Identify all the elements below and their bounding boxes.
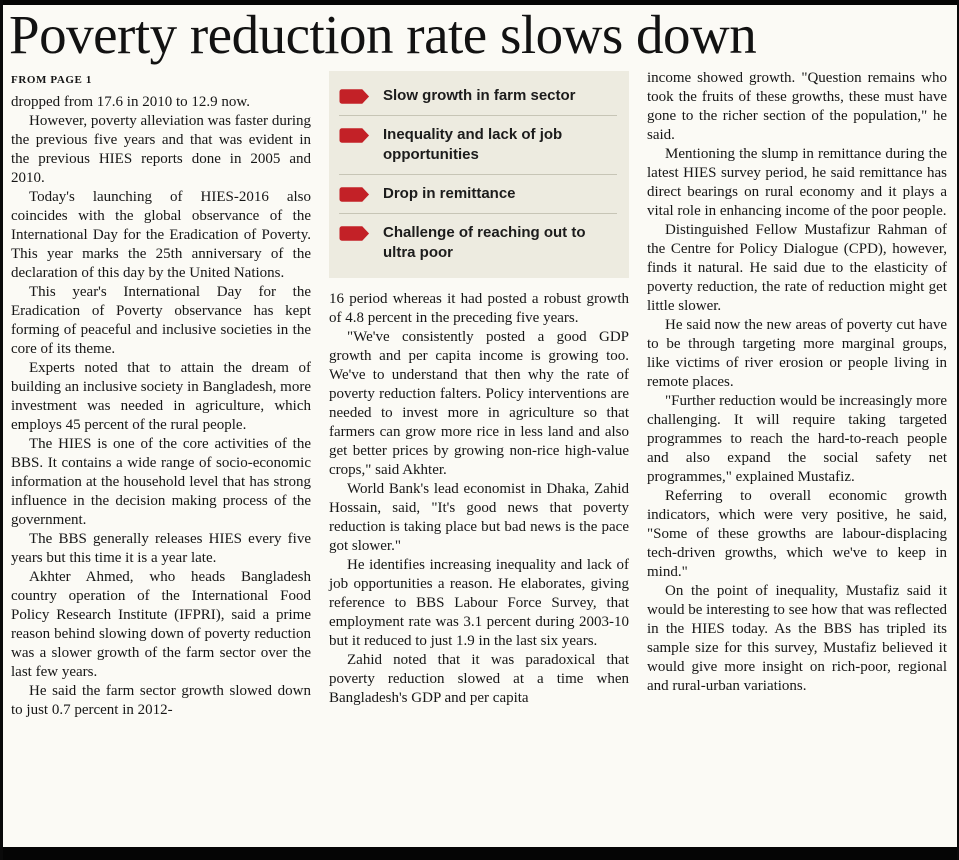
key-points-box: Slow growth in farm sector Inequality an… — [329, 71, 629, 279]
callout-item-label: Slow growth in farm sector — [383, 87, 576, 105]
callout-item: Drop in remittance — [339, 175, 617, 215]
column-2: Slow growth in farm sector Inequality an… — [329, 69, 629, 835]
paragraph: Today's launching of HIES-2016 also coin… — [11, 189, 311, 282]
paragraph: He said now the new areas of poverty cut… — [647, 317, 947, 391]
ribbon-icon — [339, 128, 370, 143]
callout-item-label: Inequality and lack of job opportunities — [383, 126, 563, 164]
column-3: income showed growth. "Question remains … — [647, 69, 947, 835]
paragraph: dropped from 17.6 in 2010 to 12.9 now. — [11, 94, 251, 111]
article-headline: Poverty reduction rate slows down — [9, 4, 757, 65]
paragraph: Distinguished Fellow Mustafizur Rahman o… — [647, 222, 947, 315]
ribbon-icon — [339, 226, 370, 241]
paragraph: He said the farm sector growth slowed do… — [11, 683, 311, 719]
ribbon-icon — [339, 89, 370, 104]
article-body: FROM PAGE 1 dropped from 17.6 in 2010 to… — [3, 67, 957, 835]
paragraph: income showed growth. "Question remains … — [647, 70, 947, 144]
callout-item: Challenge of reaching out to ultra poor — [339, 214, 617, 272]
paragraph: The HIES is one of the core activities o… — [11, 436, 311, 529]
top-border-rule — [3, 0, 957, 5]
paragraph: "We've consistently posted a good GDP gr… — [329, 329, 629, 479]
paragraph: However, poverty alleviation was faster … — [11, 113, 311, 187]
paragraph: On the point of inequality, Mustafiz sai… — [647, 583, 947, 695]
bottom-border-rule — [3, 847, 957, 860]
paragraph: Zahid noted that it was paradoxical that… — [329, 652, 629, 707]
callout-item: Inequality and lack of job opportunities — [339, 116, 617, 176]
paragraph: Referring to overall economic growth ind… — [647, 488, 947, 581]
column-1: FROM PAGE 1 dropped from 17.6 in 2010 to… — [11, 69, 311, 835]
paragraph: Experts noted that to attain the dream o… — [11, 360, 311, 434]
paragraph: This year's International Day for the Er… — [11, 284, 311, 358]
callout-item: Slow growth in farm sector — [339, 77, 617, 117]
callout-item-label: Drop in remittance — [383, 185, 516, 203]
paragraph: He identifies increasing inequality and … — [329, 557, 629, 650]
ribbon-icon — [339, 187, 370, 202]
paragraph: 16 period whereas it had posted a robust… — [329, 291, 629, 327]
paragraph: World Bank's lead economist in Dhaka, Za… — [329, 481, 629, 555]
paragraph: Mentioning the slump in remittance durin… — [647, 146, 947, 220]
paragraph: "Further reduction would be increasingly… — [647, 393, 947, 486]
paragraph: The BBS generally releases HIES every fi… — [11, 531, 311, 567]
from-page-label: FROM PAGE 1 — [11, 74, 92, 87]
paragraph: Akhter Ahmed, who heads Bangladesh count… — [11, 569, 311, 681]
callout-item-label: Challenge of reaching out to ultra poor — [383, 224, 586, 262]
